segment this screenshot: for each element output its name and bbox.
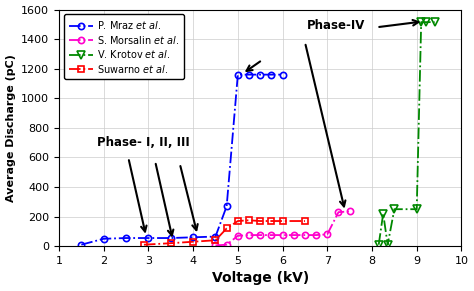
S. Morsalin $\it{et\ al.}$ — [213, 244, 219, 247]
P. Mraz $\it{et\ al.}$ — [168, 236, 173, 240]
P. Mraz $\it{et\ al.}$ — [280, 73, 285, 76]
X-axis label: Voltage (kV): Voltage (kV) — [211, 272, 309, 285]
P. Mraz $\it{et\ al.}$ — [224, 205, 229, 208]
Suwarno $\it{et\ al.}$ — [141, 243, 147, 246]
S. Morsalin $\it{et\ al.}$ — [347, 210, 353, 213]
P. Mraz $\it{et\ al.}$ — [257, 73, 263, 76]
V. Krotov $\it{et\ al.}$ — [419, 20, 424, 24]
V. Krotov $\it{et\ al.}$ — [432, 20, 438, 24]
Suwarno $\it{et\ al.}$ — [269, 219, 274, 223]
V. Krotov $\it{et\ al.}$ — [414, 207, 419, 211]
Legend: P. Mraz $\it{et\ al.}$, S. Morsalin $\it{et\ al.}$, V. Krotov $\it{et\ al.}$, Su: P. Mraz $\it{et\ al.}$, S. Morsalin $\it… — [64, 15, 184, 79]
Y-axis label: Average Discharge (pC): Average Discharge (pC) — [6, 54, 16, 202]
V. Krotov $\it{et\ al.}$ — [392, 207, 397, 211]
Suwarno $\it{et\ al.}$ — [168, 242, 173, 245]
S. Morsalin $\it{et\ al.}$ — [269, 233, 274, 237]
S. Morsalin $\it{et\ al.}$ — [257, 233, 263, 237]
Line: V. Krotov $\it{et\ al.}$: V. Krotov $\it{et\ al.}$ — [375, 18, 438, 249]
P. Mraz $\it{et\ al.}$ — [269, 73, 274, 76]
P. Mraz $\it{et\ al.}$ — [246, 73, 252, 76]
Line: Suwarno $\it{et\ al.}$: Suwarno $\it{et\ al.}$ — [141, 217, 308, 248]
Suwarno $\it{et\ al.}$ — [280, 219, 285, 223]
V. Krotov $\it{et\ al.}$ — [423, 20, 428, 24]
Text: Phase-IV: Phase-IV — [307, 19, 365, 32]
S. Morsalin $\it{et\ al.}$ — [336, 210, 341, 214]
S. Morsalin $\it{et\ al.}$ — [280, 233, 285, 237]
Suwarno $\it{et\ al.}$ — [257, 219, 263, 223]
Suwarno $\it{et\ al.}$ — [224, 227, 229, 230]
S. Morsalin $\it{et\ al.}$ — [235, 234, 241, 237]
Line: S. Morsalin $\it{et\ al.}$: S. Morsalin $\it{et\ al.}$ — [212, 208, 353, 249]
Suwarno $\it{et\ al.}$ — [190, 240, 196, 244]
Text: Phase- I, II, III: Phase- I, II, III — [97, 136, 190, 149]
P. Mraz $\it{et\ al.}$ — [190, 235, 196, 239]
Suwarno $\it{et\ al.}$ — [213, 239, 219, 242]
P. Mraz $\it{et\ al.}$ — [79, 243, 84, 246]
Suwarno $\it{et\ al.}$ — [246, 219, 252, 222]
P. Mraz $\it{et\ al.}$ — [213, 235, 219, 238]
V. Krotov $\it{et\ al.}$ — [385, 243, 391, 246]
S. Morsalin $\it{et\ al.}$ — [324, 233, 330, 236]
S. Morsalin $\it{et\ al.}$ — [302, 233, 308, 237]
Line: P. Mraz $\it{et\ al.}$: P. Mraz $\it{et\ al.}$ — [78, 72, 286, 248]
Suwarno $\it{et\ al.}$ — [235, 219, 241, 223]
Suwarno $\it{et\ al.}$ — [302, 219, 308, 223]
P. Mraz $\it{et\ al.}$ — [146, 236, 151, 240]
S. Morsalin $\it{et\ al.}$ — [224, 243, 229, 246]
V. Krotov $\it{et\ al.}$ — [380, 212, 386, 215]
S. Morsalin $\it{et\ al.}$ — [246, 233, 252, 237]
S. Morsalin $\it{et\ al.}$ — [313, 233, 319, 237]
P. Mraz $\it{et\ al.}$ — [123, 236, 129, 240]
P. Mraz $\it{et\ al.}$ — [101, 237, 107, 241]
S. Morsalin $\it{et\ al.}$ — [291, 233, 297, 237]
V. Krotov $\it{et\ al.}$ — [376, 243, 382, 246]
P. Mraz $\it{et\ al.}$ — [235, 73, 241, 76]
